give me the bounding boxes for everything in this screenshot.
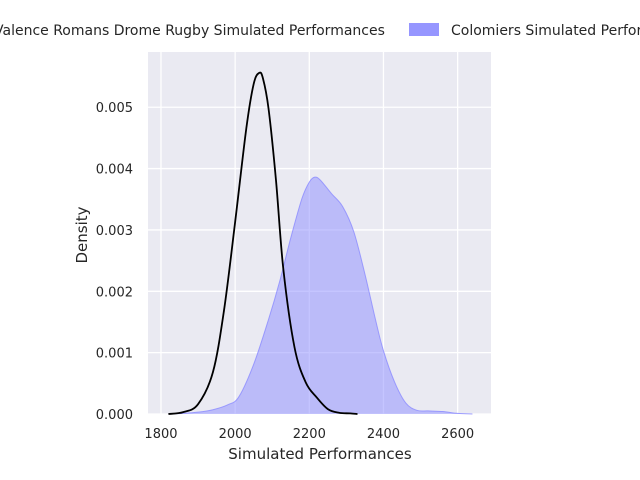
x-tick-label: 2200 [293, 427, 326, 442]
y-tick-label: 0.001 [96, 347, 133, 362]
x-tick-label: 2400 [367, 427, 400, 442]
y-tick-label: 0.000 [96, 408, 133, 423]
y-axis-ticks: 0.000 0.001 0.002 0.003 0.004 0.005 [96, 101, 133, 423]
legend-label-colomiers: Colomiers Simulated Performances [451, 23, 640, 39]
kde-outline-colomiers [168, 176, 473, 415]
legend-label-valence: Valence Romans Drome Rugby Simulated Per… [0, 23, 385, 39]
y-tick-label: 0.004 [96, 163, 133, 178]
x-tick-label: 2000 [219, 427, 252, 442]
x-axis-title: Simulated Performances [228, 445, 412, 463]
x-axis-ticks: 1800 2000 2200 2400 2600 [144, 427, 474, 442]
y-tick-label: 0.003 [96, 224, 133, 239]
series-layer [168, 71, 473, 415]
legend: Valence Romans Drome Rugby Simulated Per… [0, 23, 640, 39]
y-axis-title: Density [73, 206, 91, 263]
y-tick-label: 0.005 [96, 101, 133, 116]
x-tick-label: 1800 [144, 427, 177, 442]
legend-swatch-colomiers [409, 23, 439, 36]
kde-line-valence [168, 71, 358, 415]
kde-area-colomiers [168, 177, 473, 414]
x-tick-label: 2600 [441, 427, 474, 442]
y-tick-label: 0.002 [96, 285, 133, 300]
